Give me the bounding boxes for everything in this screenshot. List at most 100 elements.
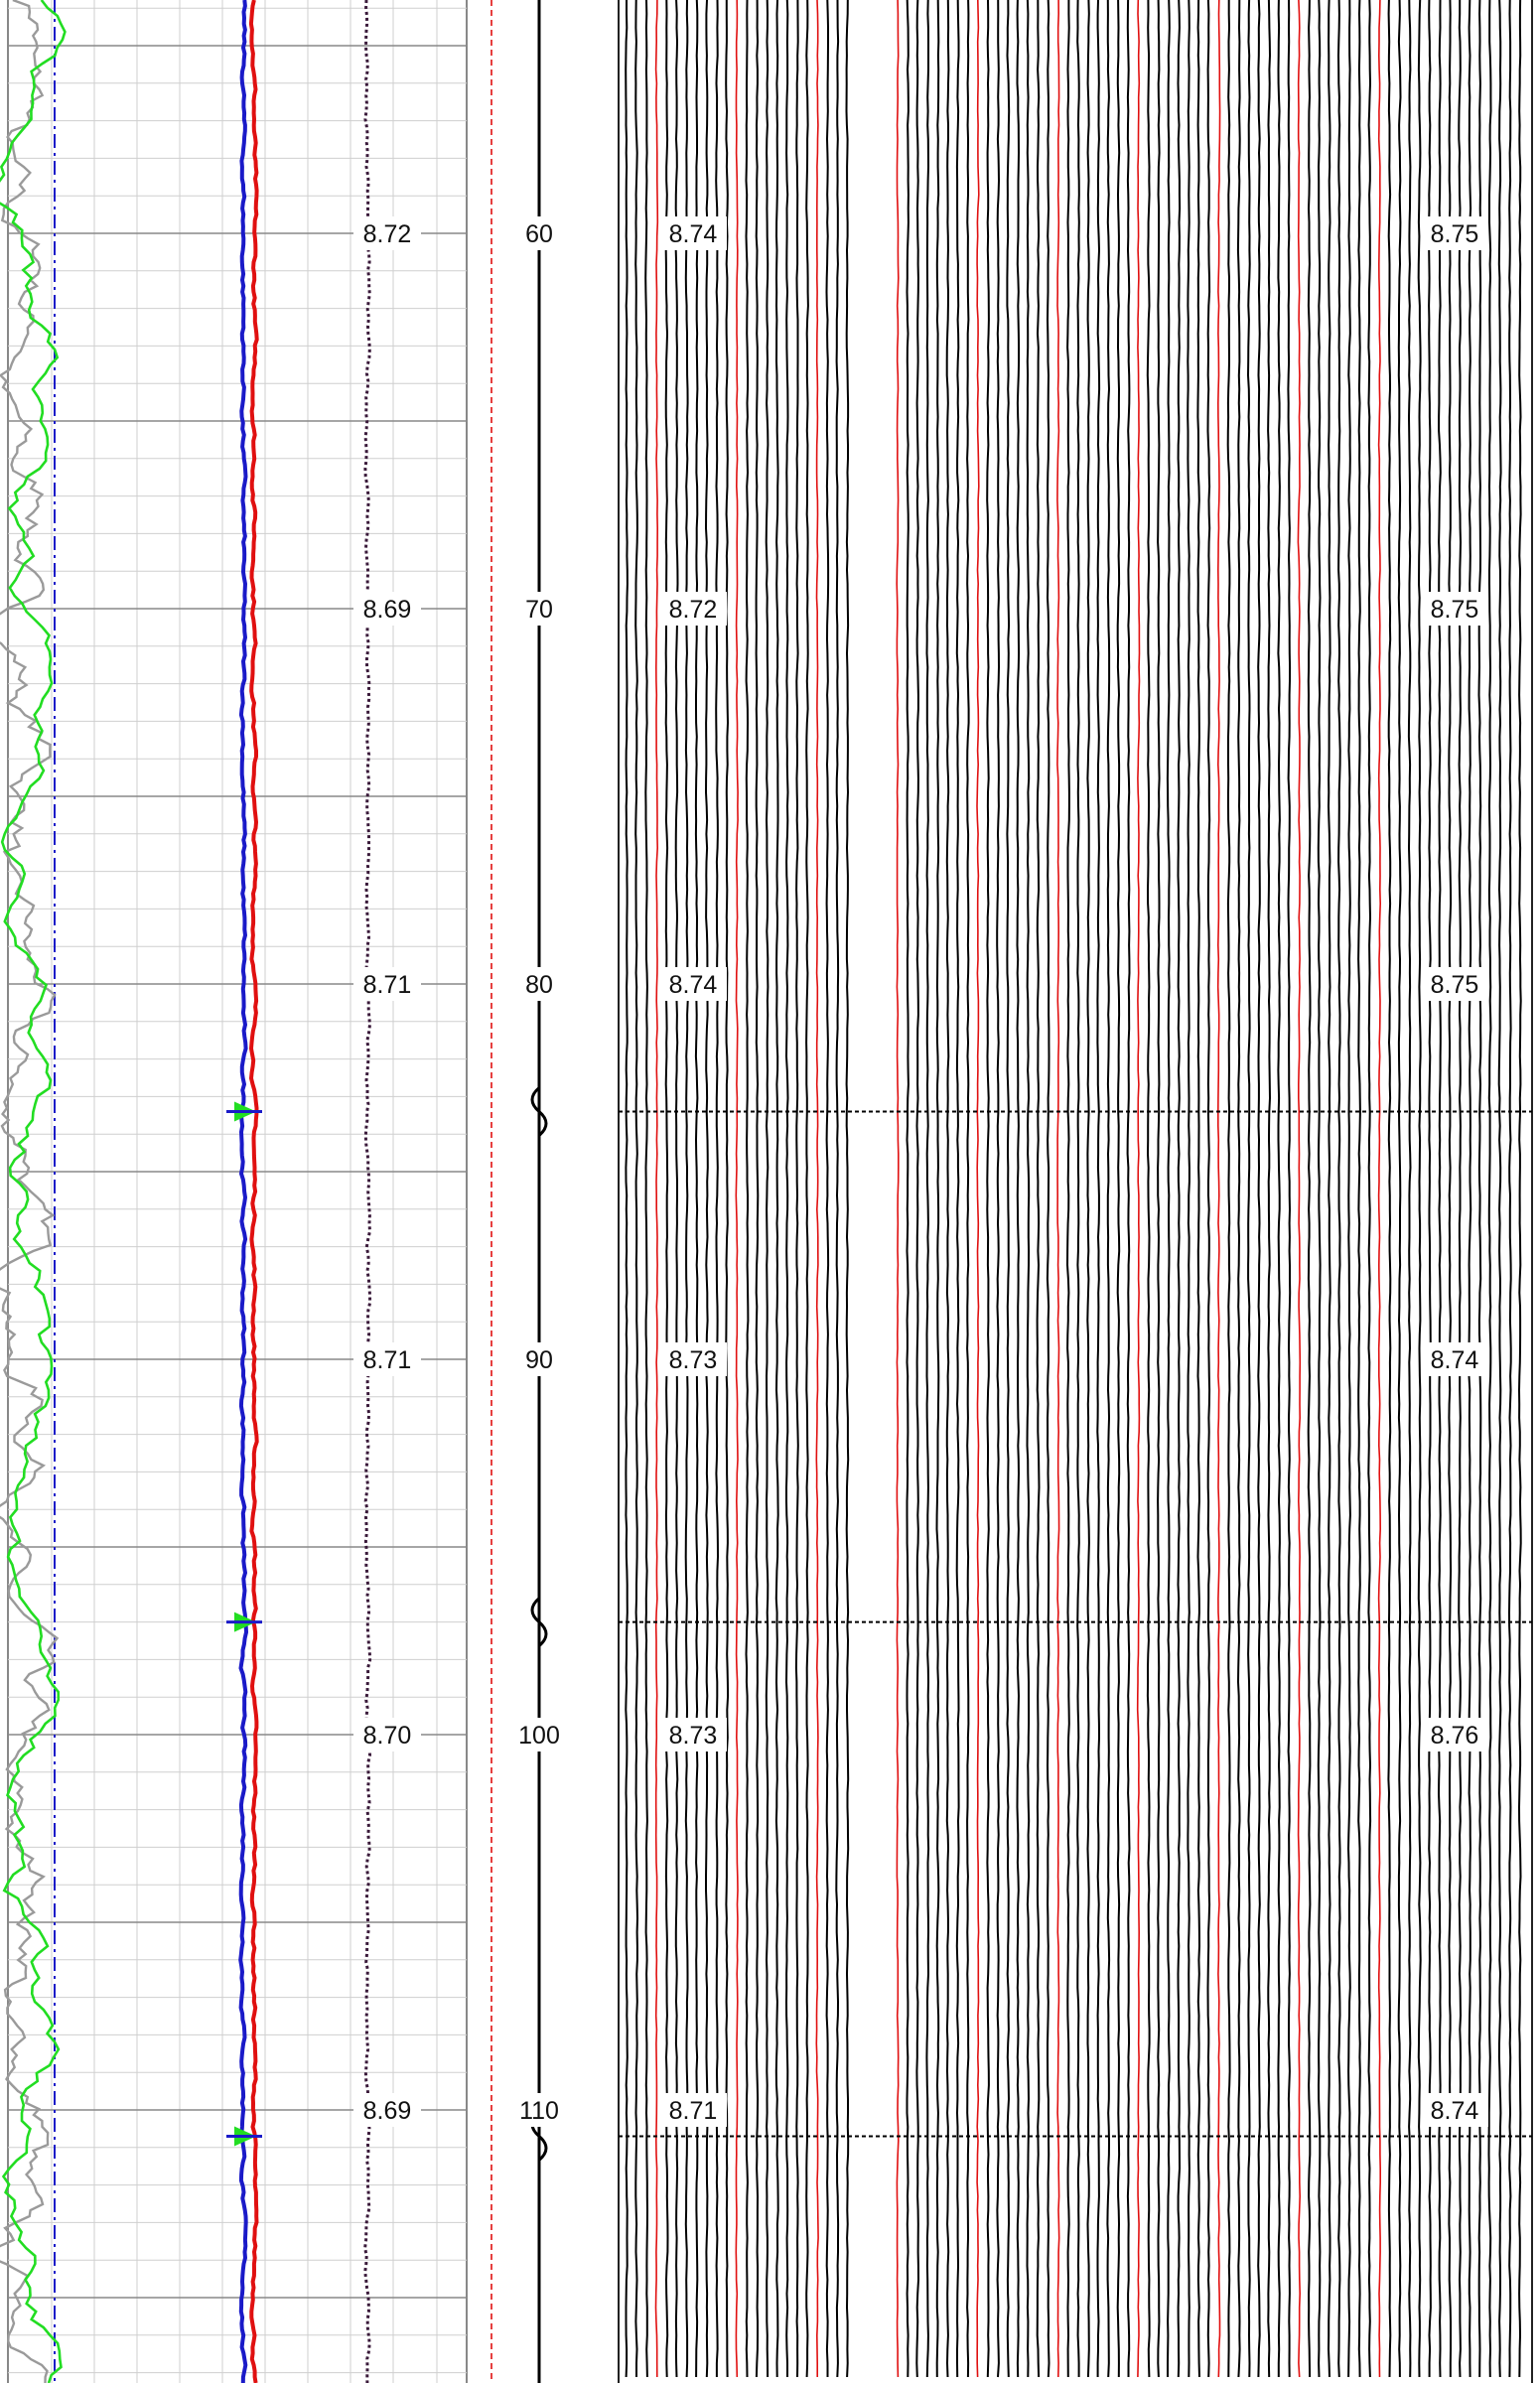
readout-left: 8.71 — [363, 971, 412, 999]
readout-left-bg — [353, 592, 421, 626]
waveform-trace — [765, 0, 770, 2378]
readout-left: 8.71 — [363, 1346, 412, 1374]
waveform-trace — [715, 0, 720, 2377]
waveform-trace — [1517, 0, 1522, 2378]
waveform-readout-right-bg — [1421, 2093, 1488, 2127]
waveform-trace-red — [1297, 0, 1302, 2378]
waveform-trace — [1437, 0, 1442, 2378]
waveform-trace-red — [896, 0, 900, 2378]
waveform-trace — [1246, 0, 1251, 2378]
waveform-trace — [825, 0, 830, 2377]
waveform-trace — [1367, 0, 1372, 2378]
waveform-trace — [1477, 0, 1482, 2378]
waveform-trace — [1157, 0, 1161, 2378]
depth-label-bg — [519, 592, 559, 626]
waveform-trace — [1006, 0, 1011, 2378]
waveform-trace — [1096, 0, 1101, 2377]
waveform-trace-red — [1136, 0, 1141, 2378]
waveform-readout-right: 8.74 — [1431, 1346, 1479, 1374]
waveform-trace — [1336, 0, 1341, 2378]
waveform-readout-left-bg — [659, 967, 727, 1001]
waveform-trace — [745, 0, 750, 2378]
waveform-trace — [1126, 0, 1131, 2377]
waveform-trace — [704, 0, 709, 2378]
waveform-trace — [1026, 0, 1031, 2378]
readout-left-bg — [353, 1718, 421, 1752]
waveform-trace-red — [815, 0, 819, 2377]
waveform-readout-right-bg — [1421, 592, 1488, 626]
waveform-trace-red — [976, 0, 980, 2378]
depth-label-bg — [512, 2093, 566, 2127]
waveform-trace — [725, 0, 730, 2378]
waveform-trace — [1036, 0, 1041, 2378]
waveform-readout-left-bg — [659, 592, 727, 626]
depth-label: 70 — [525, 596, 553, 624]
readout-left: 8.72 — [363, 220, 412, 248]
depth-label-bg — [519, 1342, 559, 1376]
waveform-readout-left-bg — [659, 2093, 727, 2127]
waveform-trace — [1407, 0, 1412, 2378]
waveform-trace — [986, 0, 990, 2378]
waveform-trace — [625, 0, 629, 2378]
waveform-trace — [755, 0, 760, 2378]
waveform-trace — [674, 0, 679, 2378]
collar-symbol — [530, 1597, 548, 1647]
readout-left-bg — [353, 1342, 421, 1376]
waveform-trace — [925, 0, 930, 2378]
readout-labels: 8.72 8.69 8.71 8.71 8.70 8.69 60 70 80 90 100 110 8.… — [353, 216, 1488, 2127]
depth-label-bg — [519, 216, 559, 250]
waveform-trace — [1307, 0, 1312, 2378]
depth-label-bg — [519, 967, 559, 1001]
waveform-trace — [694, 0, 699, 2378]
waveform-trace — [794, 0, 799, 2378]
waveform-trace — [1166, 0, 1171, 2377]
waveform-track — [618, 0, 1533, 2383]
waveform-trace — [1196, 0, 1201, 2378]
waveform-trace — [935, 0, 940, 2378]
waveform-trace — [1046, 0, 1050, 2378]
waveform-readout-right: 8.76 — [1431, 1722, 1479, 1750]
waveform-readout-left: 8.71 — [669, 2097, 718, 2125]
waveform-trace — [945, 0, 950, 2378]
waveform-trace — [845, 0, 850, 2378]
waveform-trace — [1146, 0, 1151, 2378]
waveform-trace-red — [1216, 0, 1221, 2378]
waveform-trace-red — [1377, 0, 1382, 2378]
readout-left: 8.69 — [363, 2097, 412, 2125]
waveform-trace — [634, 0, 639, 2377]
waveform-readout-right-bg — [1421, 1718, 1488, 1752]
waveform-trace — [664, 0, 669, 2378]
waveform-trace — [1257, 0, 1261, 2378]
waveform-readout-right: 8.74 — [1431, 2097, 1479, 2125]
waveform-readout-left-bg — [659, 1342, 727, 1376]
waveform-trace — [1448, 0, 1453, 2377]
curve-red — [248, 0, 259, 2383]
waveform-trace — [835, 0, 840, 2378]
waveform-trace — [1428, 0, 1432, 2377]
waveform-trace-red — [654, 0, 659, 2378]
waveform-trace — [1487, 0, 1492, 2378]
readout-left: 8.69 — [363, 596, 412, 624]
waveform-trace — [1177, 0, 1182, 2378]
waveform-trace — [644, 0, 649, 2378]
waveform-trace — [1236, 0, 1241, 2378]
curve-green — [0, 0, 67, 2383]
waveform-trace — [684, 0, 689, 2378]
waveform-readout-right-bg — [1421, 967, 1488, 1001]
waveform-readout-right: 8.75 — [1431, 220, 1479, 248]
curve-gray — [0, 0, 60, 2383]
depth-label-bg — [512, 1718, 566, 1752]
waveform-trace — [915, 0, 920, 2378]
waveform-trace — [1346, 0, 1351, 2378]
waveform-trace — [1016, 0, 1021, 2378]
waveform-trace — [1357, 0, 1361, 2378]
waveform-trace — [774, 0, 779, 2378]
depth-label: 110 — [519, 2097, 559, 2125]
waveform-trace — [906, 0, 910, 2378]
readout-left-bg — [353, 216, 421, 250]
waveform-trace — [1206, 0, 1211, 2378]
waveform-readout-left: 8.73 — [669, 1346, 718, 1374]
waveform-trace — [966, 0, 970, 2378]
waveform-trace — [1287, 0, 1292, 2378]
